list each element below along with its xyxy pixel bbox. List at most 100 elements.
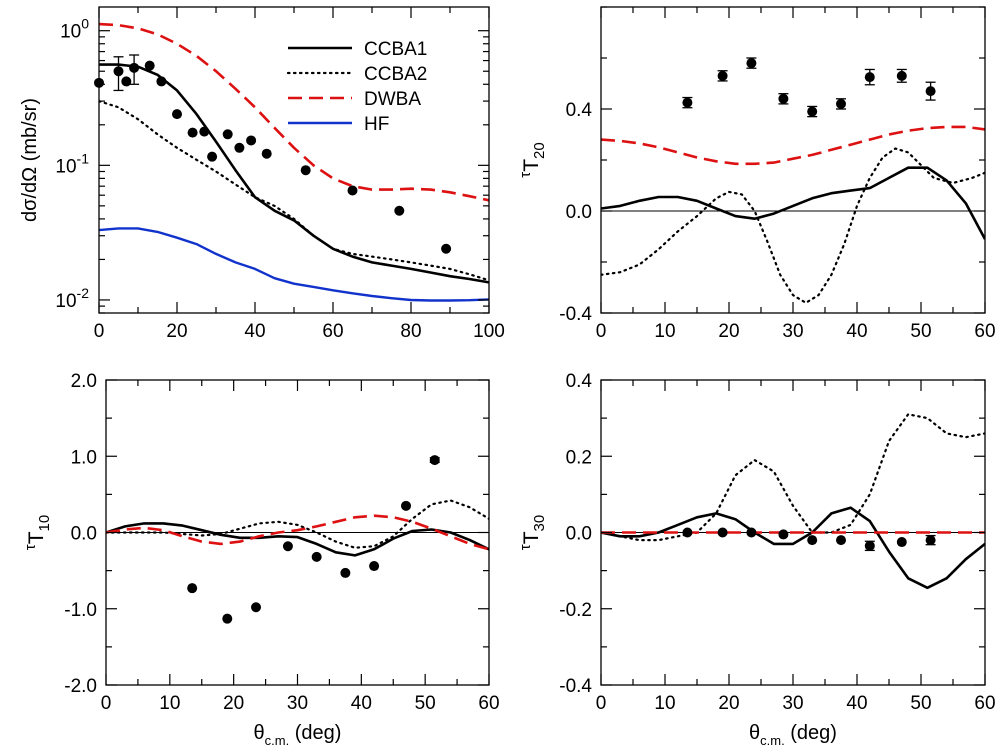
- x-tick-label: 40: [351, 693, 372, 714]
- panel-t20: 0 10 20 30 40 50 60 -0.4 0.0 0.4 τT20: [517, 6, 996, 342]
- series-dwba: [99, 22, 489, 202]
- data-point: [717, 527, 728, 538]
- data-point: [172, 109, 182, 120]
- x-tick-label: 30: [782, 693, 803, 714]
- x-tick-label: 20: [166, 321, 187, 342]
- data-point: [682, 527, 693, 538]
- x-tick-label: 40: [244, 321, 265, 342]
- data-point: [222, 613, 233, 624]
- x-tick-label: 40: [846, 321, 867, 342]
- y-tick-label: 10-1: [55, 150, 89, 177]
- data-point: [207, 151, 218, 162]
- data-point: [282, 541, 293, 552]
- y-tick-label: -0.4: [559, 304, 592, 325]
- x-tick-label: 0: [596, 693, 607, 714]
- x-tick-label: 100: [473, 321, 505, 342]
- y-axis-label: τT10: [22, 515, 53, 550]
- data-point: [401, 500, 412, 511]
- data-point: [746, 58, 757, 69]
- x-tick-label: 20: [718, 693, 739, 714]
- data-point: [864, 72, 875, 83]
- data-point: [199, 126, 210, 137]
- data-point: [311, 551, 322, 562]
- data-point: [187, 583, 198, 594]
- data-point: [394, 205, 405, 216]
- data-point: [121, 76, 132, 87]
- y-tick-label: -1.0: [64, 600, 97, 621]
- x-tick-label: 20: [718, 321, 739, 342]
- y-tick-label: -0.4: [559, 676, 592, 697]
- data-point: [717, 70, 728, 81]
- legend: CCBA1 CCBA2 DWBA HF: [286, 39, 427, 135]
- data-point: [251, 602, 262, 613]
- x-tick-label: 60: [974, 321, 995, 342]
- x-tick-label: 30: [287, 693, 308, 714]
- y-tick-label: -2.0: [64, 676, 97, 697]
- data-point: [441, 243, 452, 254]
- data-point: [246, 135, 257, 146]
- x-tick-label: 60: [974, 693, 995, 714]
- series-dwba: [601, 125, 985, 166]
- x-tick-label: 60: [478, 693, 499, 714]
- data-point: [300, 165, 311, 176]
- data-point: [187, 127, 198, 138]
- y-tick-label: -0.2: [559, 600, 592, 621]
- series-ccba1: [106, 522, 489, 557]
- x-tick-label: 10: [159, 693, 180, 714]
- y-tick-label: 0.4: [566, 100, 593, 121]
- data-point: [925, 86, 936, 97]
- y-tick-label: 0.0: [566, 202, 592, 223]
- data-point: [222, 129, 233, 140]
- data-point: [340, 567, 351, 578]
- series-ccba2: [106, 499, 489, 549]
- legend-label-hf: HF: [364, 114, 389, 135]
- data-point: [234, 142, 245, 153]
- x-tick-label: 50: [415, 693, 436, 714]
- x-tick-label: 30: [782, 321, 803, 342]
- x-tick-label: 0: [94, 321, 105, 342]
- plot-frame: [98, 6, 490, 314]
- panel-t10: 0 10 20 30 40 50 60 -2.0 -1.0 0.0 1.0 2.0 τT10 θc.m. …: [22, 371, 500, 748]
- data-point: [347, 185, 358, 196]
- x-tick-label: 0: [596, 321, 607, 342]
- data-point: [896, 537, 907, 548]
- data-point: [113, 66, 124, 77]
- legend-label-ccba1: CCBA1: [364, 39, 427, 60]
- series-ccba2: [601, 413, 985, 542]
- series-ccba1: [601, 506, 985, 590]
- data-point: [746, 527, 757, 538]
- data-point: [778, 93, 789, 104]
- x-tick-label: 80: [400, 321, 421, 342]
- x-tick-label: 50: [910, 693, 931, 714]
- data-point: [807, 106, 818, 117]
- data-point: [261, 148, 272, 159]
- panel-t30: 0 10 20 30 40 50 60 -0.4 -0.2 0.0 0.2 0.4 τT30 θc.m. …: [517, 371, 996, 748]
- data-point: [836, 98, 846, 109]
- y-tick-label: 10-2: [55, 285, 89, 312]
- panel-cross-section: 0 20 40 60 80 100 100 10-1 10-2 dσ/dΩ (mb/sr) CCBA…: [19, 6, 505, 342]
- data-point: [864, 540, 875, 551]
- data-point: [429, 455, 440, 466]
- x-tick-label: 50: [910, 321, 931, 342]
- x-axis-label: θc.m. (deg): [254, 722, 342, 748]
- x-tick-label: 10: [654, 693, 675, 714]
- y-tick-label: 0.0: [566, 524, 592, 545]
- data-point: [925, 535, 936, 546]
- data-point: [836, 535, 846, 546]
- series-ccba2: [601, 147, 985, 304]
- y-tick-label: 2.0: [71, 371, 97, 392]
- x-tick-label: 20: [223, 693, 244, 714]
- data-point: [369, 561, 380, 572]
- x-tick-label: 40: [846, 693, 867, 714]
- y-tick-label: 0.4: [566, 371, 593, 392]
- y-tick-label: 1.0: [71, 447, 97, 468]
- x-tick-label: 0: [101, 693, 112, 714]
- y-axis-label: τT20: [517, 142, 548, 177]
- data-point: [778, 529, 789, 540]
- series-ccba1: [601, 166, 985, 240]
- data-point: [156, 76, 167, 87]
- y-tick-label: 0.2: [566, 447, 592, 468]
- series-dwba: [106, 514, 489, 551]
- y-tick-label: 0.0: [71, 524, 97, 545]
